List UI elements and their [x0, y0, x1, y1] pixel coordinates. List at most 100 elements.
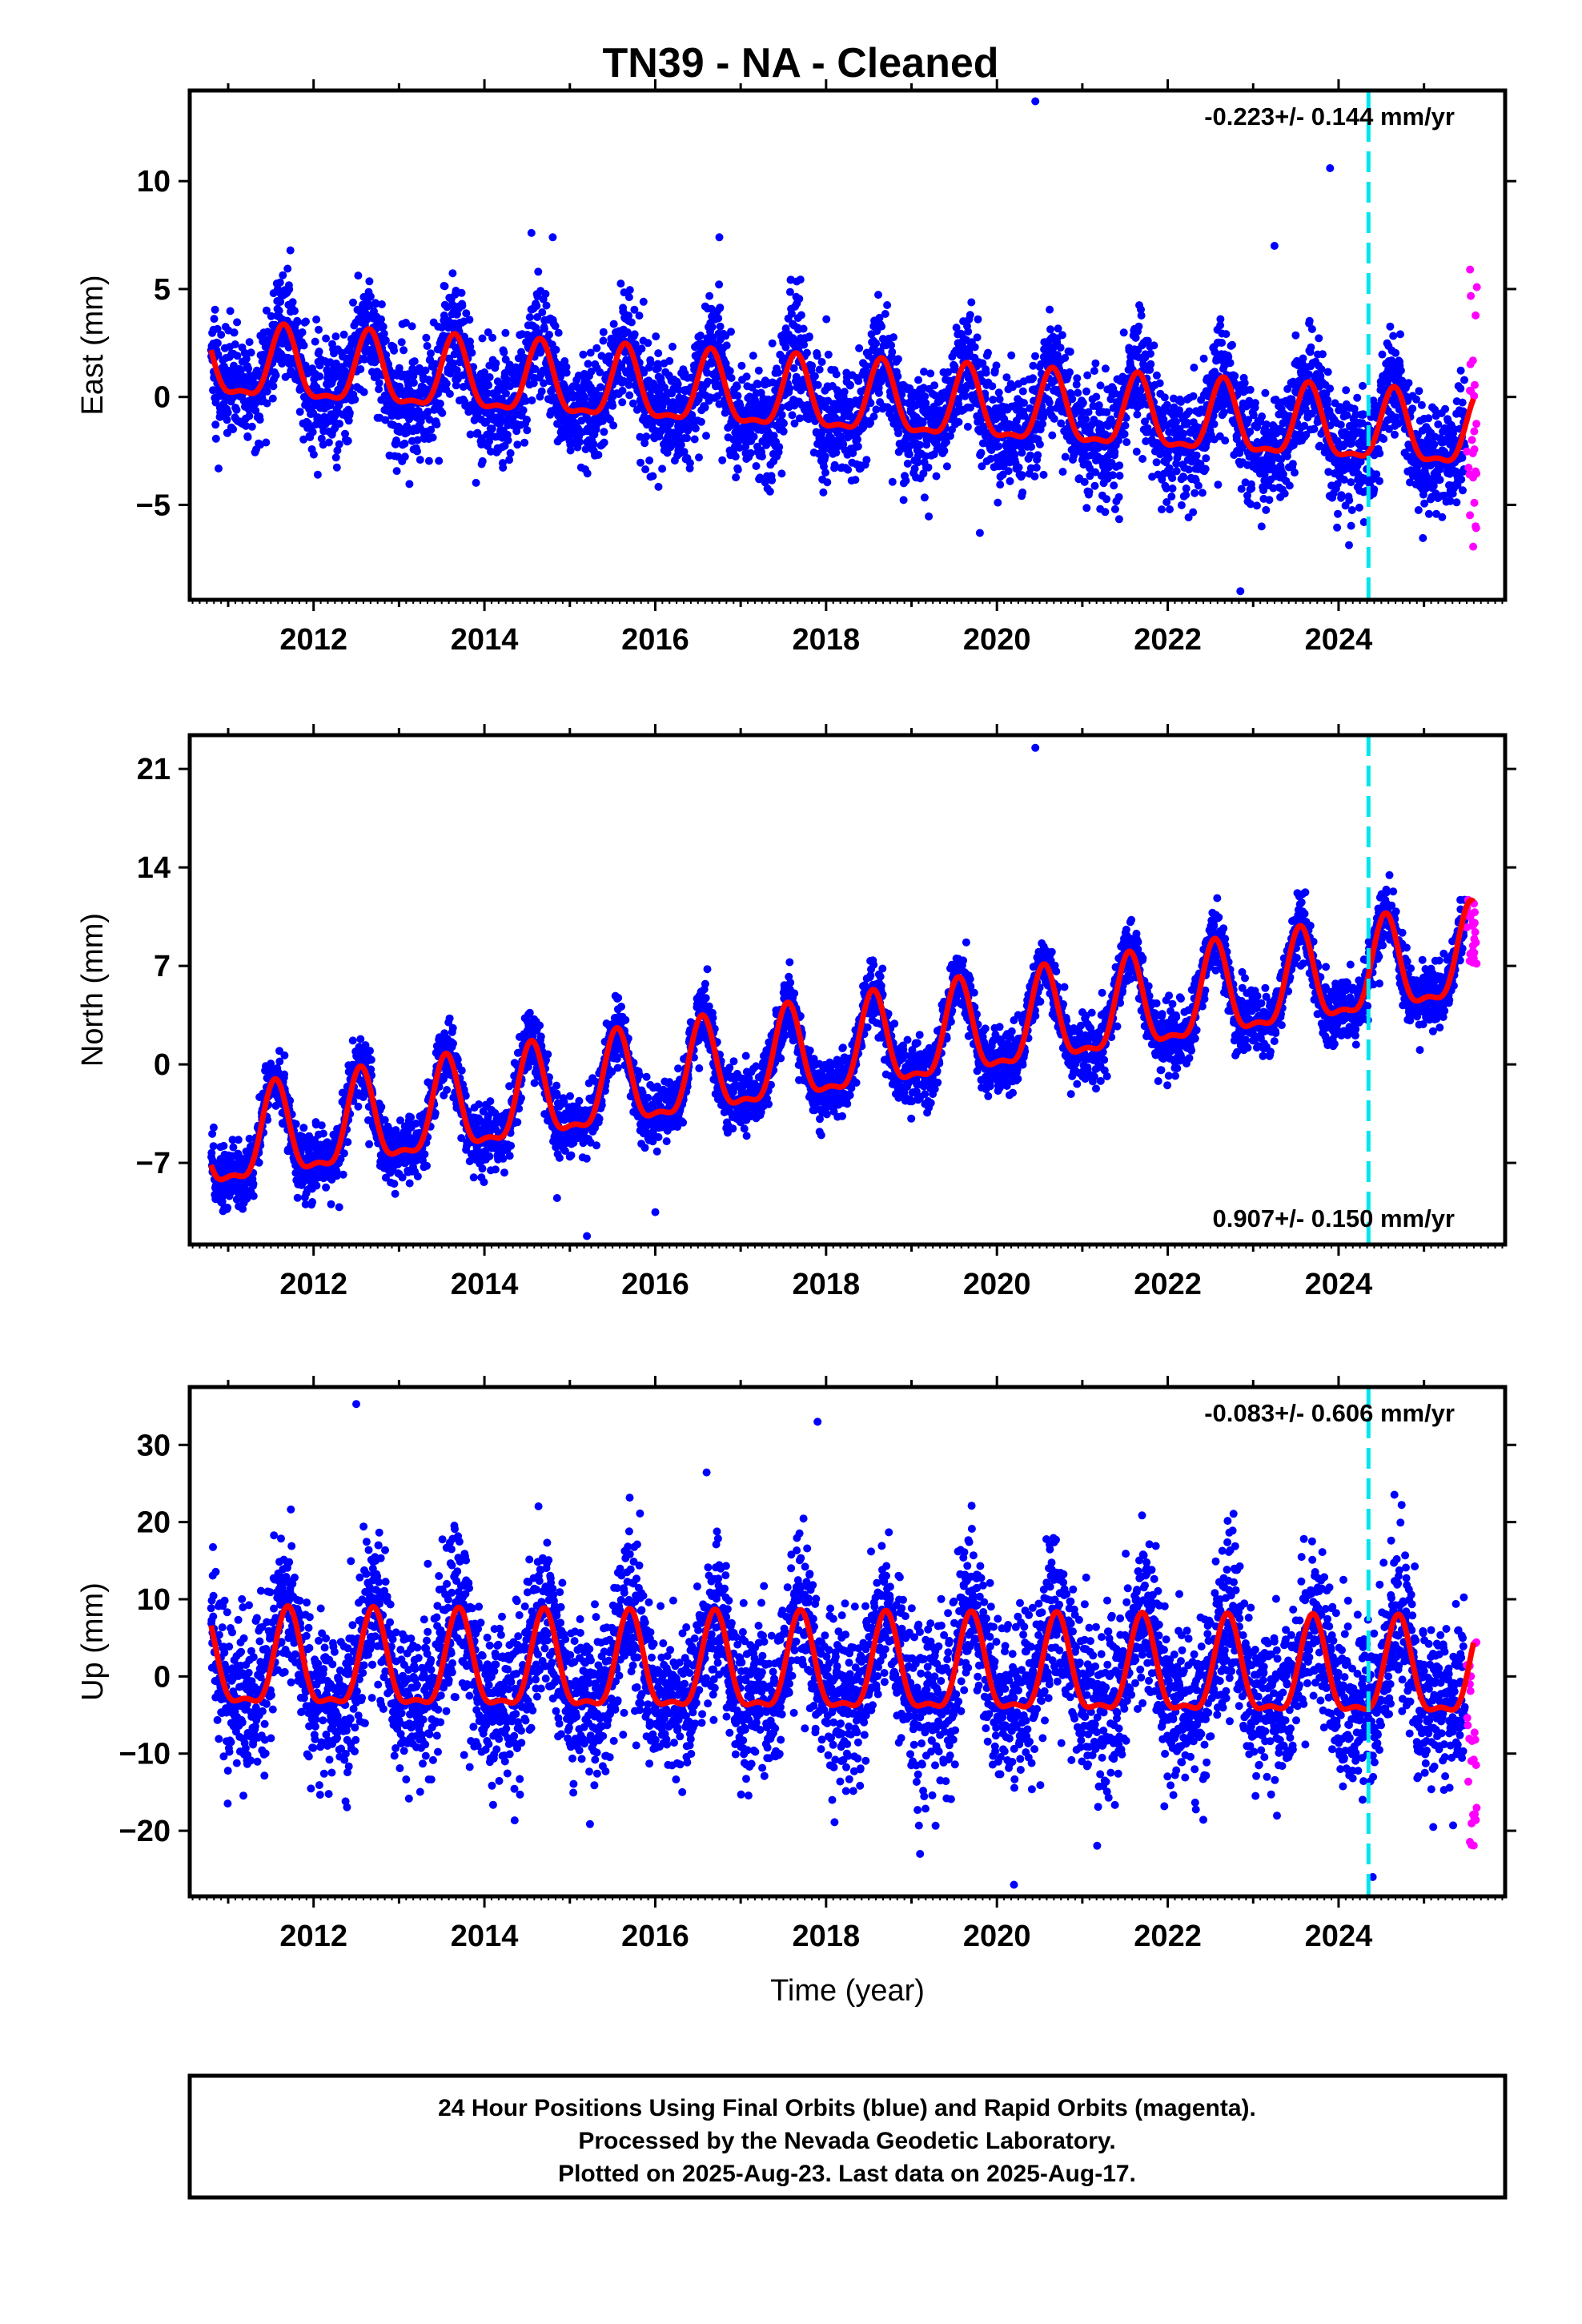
- data-point: [448, 300, 457, 309]
- data-point: [637, 344, 646, 353]
- data-point: [1054, 324, 1062, 333]
- data-point: [400, 452, 409, 461]
- data-point: [733, 392, 742, 400]
- data-point: [653, 364, 662, 372]
- data-point: [820, 462, 828, 471]
- data-point: [1182, 491, 1191, 499]
- data-point: [268, 394, 277, 403]
- data-point: [695, 453, 703, 462]
- data-point: [423, 342, 432, 350]
- data-point: [263, 399, 271, 408]
- data-point: [211, 305, 219, 314]
- data-point: [210, 315, 219, 324]
- data-point: [213, 324, 222, 333]
- data-point: [500, 348, 508, 356]
- data-point: [215, 464, 223, 472]
- data-point: [1417, 400, 1426, 409]
- data-point: [291, 369, 300, 378]
- data-point: [332, 463, 341, 472]
- data-point: [837, 432, 845, 441]
- data-point: [1115, 461, 1124, 470]
- data-point: [379, 329, 388, 338]
- data-point: [992, 361, 1001, 370]
- data-point: [746, 448, 755, 457]
- data-point: [1283, 384, 1292, 393]
- data-point: [1257, 522, 1266, 531]
- data-point: [1430, 440, 1439, 448]
- data-point: [821, 452, 829, 460]
- data-point: [262, 306, 271, 315]
- data-point: [1046, 305, 1054, 314]
- data-point: [600, 428, 608, 436]
- data-point: [482, 417, 491, 426]
- data-point: [635, 312, 644, 320]
- data-point: [1162, 484, 1170, 493]
- final-orbit-points: [207, 97, 1469, 596]
- data-point: [400, 439, 409, 448]
- data-point: [298, 328, 307, 336]
- data-point: [390, 346, 399, 355]
- data-point: [1132, 448, 1141, 456]
- data-point: [966, 403, 975, 412]
- data-point: [1319, 350, 1327, 359]
- data-point: [1189, 392, 1198, 400]
- data-point: [1038, 420, 1047, 428]
- data-point: [1271, 396, 1280, 404]
- data-point: [875, 313, 884, 322]
- data-point: [1279, 419, 1287, 428]
- data-point: [231, 340, 239, 348]
- data-point: [1068, 395, 1077, 404]
- data-point: [1119, 328, 1128, 337]
- data-point: [869, 412, 878, 421]
- data-point: [1158, 505, 1166, 514]
- data-point: [299, 435, 308, 444]
- data-point: [1326, 384, 1335, 393]
- data-point: [1152, 458, 1161, 467]
- data-point: [903, 460, 912, 468]
- data-point: [1018, 448, 1026, 457]
- data-point: [592, 344, 601, 352]
- data-point: [521, 396, 530, 405]
- plot-area: [207, 90, 1481, 600]
- data-point: [242, 355, 251, 363]
- data-point: [654, 349, 663, 358]
- data-point: [1179, 473, 1188, 482]
- data-point: [1109, 471, 1117, 480]
- data-point: [402, 319, 410, 327]
- data-point: [725, 367, 734, 376]
- data-point: [245, 338, 254, 347]
- data-point: [312, 316, 321, 324]
- data-point: [893, 372, 902, 380]
- data-point: [680, 448, 689, 456]
- data-point: [1074, 388, 1082, 397]
- data-point: [1032, 463, 1041, 472]
- data-point: [541, 290, 550, 298]
- data-point: [1102, 495, 1111, 504]
- data-point: [410, 357, 419, 366]
- data-point: [1066, 368, 1074, 376]
- data-point: [931, 391, 939, 400]
- data-point: [1162, 498, 1171, 506]
- data-point: [375, 385, 383, 393]
- data-point: [1267, 457, 1276, 466]
- data-point: [320, 412, 328, 421]
- data-point: [217, 331, 226, 339]
- data-point: [351, 395, 359, 404]
- data-point: [1334, 509, 1342, 518]
- data-point: [1277, 455, 1286, 464]
- data-point: [468, 348, 476, 357]
- data-point: [950, 362, 959, 371]
- data-point: [619, 376, 628, 385]
- data-point: [780, 419, 788, 428]
- data-point: [1085, 488, 1094, 497]
- data-point: [1152, 371, 1161, 380]
- data-point: [322, 334, 331, 343]
- data-point: [242, 421, 251, 430]
- data-point: [1114, 436, 1122, 445]
- data-point: [1408, 404, 1417, 413]
- data-point: [538, 308, 547, 316]
- data-point: [1210, 420, 1219, 428]
- data-point: [458, 301, 467, 310]
- data-point: [311, 337, 319, 346]
- data-point: [883, 301, 892, 309]
